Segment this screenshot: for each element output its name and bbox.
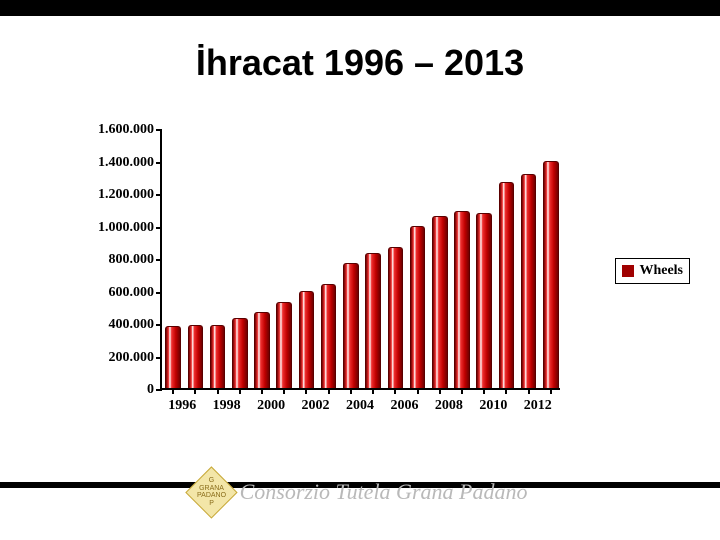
y-axis-label: 800.000 (109, 252, 155, 268)
y-tick (156, 389, 162, 391)
bar (365, 253, 381, 388)
x-tick (350, 388, 352, 394)
y-tick (156, 324, 162, 326)
x-tick (305, 388, 307, 394)
chart-area: 0 200.000 400.000 600.000 800.000 1.000.000 1.… (70, 130, 630, 420)
x-axis-label: 2000 (257, 398, 285, 414)
y-tick (156, 357, 162, 359)
y-axis-label: 1.400.000 (98, 155, 154, 171)
x-axis-label: 2010 (479, 398, 507, 414)
x-tick (217, 388, 219, 394)
bar (276, 302, 292, 388)
bar (321, 284, 337, 388)
x-tick (417, 388, 419, 394)
page-title: İhracat 1996 – 2013 (0, 42, 720, 84)
x-tick (528, 388, 530, 394)
x-tick (194, 388, 196, 394)
legend-label: Wheels (639, 263, 683, 279)
x-tick (261, 388, 263, 394)
y-axis-label: 1.000.000 (98, 220, 154, 236)
footer: GGRANAPADANOP Consorzio Tutela Grana Pad… (0, 474, 720, 511)
bar (343, 263, 359, 388)
bar (165, 326, 181, 388)
bar (476, 213, 492, 389)
y-tick (156, 129, 162, 131)
bar (254, 312, 270, 388)
x-axis-label: 2008 (435, 398, 463, 414)
y-axis-labels: 0200.000400.000600.000800.0001.000.0001.… (70, 130, 160, 390)
bar (299, 291, 315, 389)
x-axis-labels: 1996 1998 2000 2002 2004 2006 2008 2010 2012 (160, 398, 560, 418)
legend-swatch (622, 265, 634, 277)
bar (410, 226, 426, 389)
bar (388, 247, 404, 388)
x-tick (439, 388, 441, 394)
x-axis-label: 2006 (390, 398, 418, 414)
bar (454, 211, 470, 388)
x-axis-label: 1998 (213, 398, 241, 414)
y-axis-label: 600.000 (109, 285, 155, 301)
y-tick (156, 227, 162, 229)
y-axis-label: 0 (147, 382, 154, 398)
y-axis-label: 200.000 (109, 350, 155, 366)
chart-legend: Wheels (615, 258, 690, 284)
x-axis-label: 1996 (168, 398, 196, 414)
x-axis-label: 2004 (346, 398, 374, 414)
x-tick (483, 388, 485, 394)
x-tick (239, 388, 241, 394)
brand-logo: GGRANAPADANOP (185, 466, 237, 518)
top-black-bar (0, 0, 720, 16)
y-tick (156, 292, 162, 294)
x-tick (328, 388, 330, 394)
y-tick (156, 162, 162, 164)
consorzio-text: Consorzio Tutela Grana Padano (240, 479, 528, 505)
y-axis-label: 400.000 (109, 317, 155, 333)
bar (432, 216, 448, 388)
bar (210, 325, 226, 388)
y-axis-label: 1.200.000 (98, 187, 154, 203)
x-tick (283, 388, 285, 394)
y-tick (156, 194, 162, 196)
x-tick (505, 388, 507, 394)
x-tick (172, 388, 174, 394)
y-tick (156, 259, 162, 261)
brand-logo-text: GGRANAPADANOP (197, 477, 226, 508)
plot-box (160, 130, 560, 390)
y-axis-label: 1.600.000 (98, 122, 154, 138)
x-tick (394, 388, 396, 394)
x-axis-label: 2012 (524, 398, 552, 414)
bar (188, 325, 204, 388)
bar (232, 318, 248, 388)
bar (499, 182, 515, 388)
x-axis-label: 2002 (302, 398, 330, 414)
x-tick (461, 388, 463, 394)
x-tick (372, 388, 374, 394)
bar (543, 161, 559, 389)
x-tick (550, 388, 552, 394)
bar (521, 174, 537, 389)
